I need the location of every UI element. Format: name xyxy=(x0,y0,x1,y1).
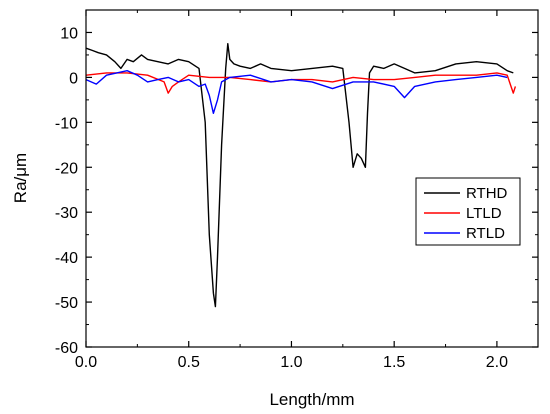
x-tick-label: 0.0 xyxy=(75,354,97,371)
ticks-layer xyxy=(85,10,538,348)
y-tick-label: -50 xyxy=(55,295,78,312)
x-axis-title: Length/mm xyxy=(269,390,354,409)
legend-label-rthd: RTHD xyxy=(466,185,508,202)
legend: RTHD LTLD RTLD xyxy=(415,177,521,246)
y-tick-label: -30 xyxy=(55,205,78,222)
y-tick-label: -40 xyxy=(55,250,78,267)
y-tick-label: 0 xyxy=(69,70,78,87)
series-layer xyxy=(85,43,517,308)
series-line-rthd xyxy=(85,43,514,308)
x-tick-label: 0.5 xyxy=(178,354,200,371)
legend-label-ltld: LTLD xyxy=(466,205,502,222)
y-tick-label: -20 xyxy=(55,160,78,177)
x-tick-label: 2.0 xyxy=(486,354,508,371)
x-tick-label: 1.0 xyxy=(280,354,302,371)
x-tick-label: 1.5 xyxy=(383,354,405,371)
labels-layer: 0.0 0.5 1.0 1.5 2.0 10 0 -10 -20 -30 -40 -50 -60 xyxy=(55,25,508,371)
series-line-rtld xyxy=(85,69,508,115)
legend-label-rtld: RTLD xyxy=(466,225,505,242)
legend-items: RTHD LTLD RTLD xyxy=(424,185,508,242)
y-tick-label: -10 xyxy=(55,115,78,132)
y-axis-title: Ra/μm xyxy=(11,153,30,203)
series-line-ltld xyxy=(85,72,517,94)
legend-box xyxy=(415,177,521,246)
plot-frame xyxy=(85,9,539,348)
y-tick-label: 10 xyxy=(60,25,78,42)
y-tick-label: -60 xyxy=(55,340,78,357)
